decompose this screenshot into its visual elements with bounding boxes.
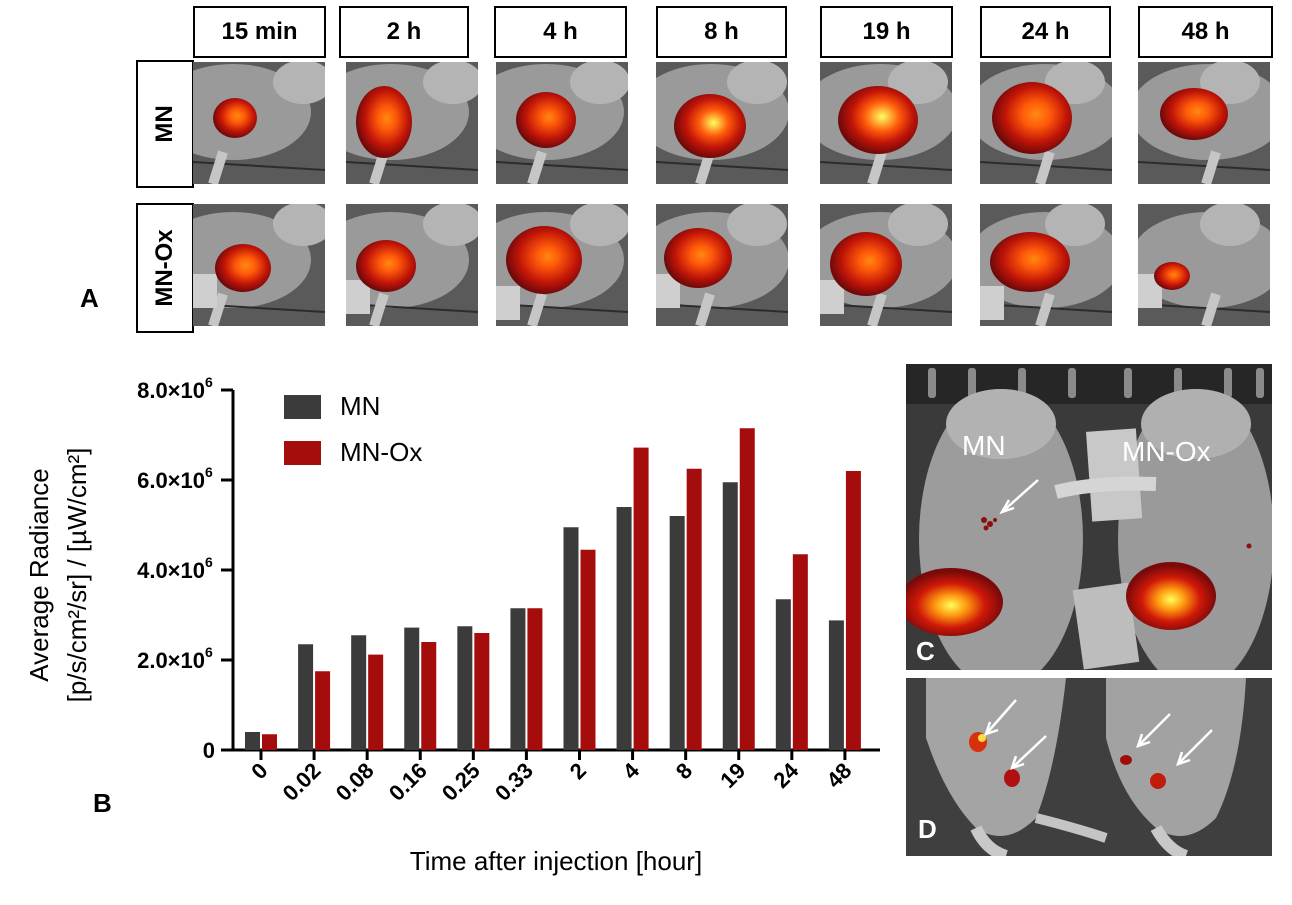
x-axis-label: Time after injection [hour] [410, 846, 702, 876]
thumbnail-mn-ox-2 [496, 204, 628, 326]
time-label-8h: 8 h [656, 6, 787, 58]
bar-mn-ox-0.02 [315, 671, 331, 750]
panel-letter-d: D [918, 814, 937, 844]
bar-mn-ox-24 [792, 554, 808, 750]
x-tick-label: 0.08 [331, 758, 379, 806]
x-tick-label: 8 [671, 758, 697, 784]
thumbnail-mn-ox-1 [346, 204, 478, 326]
x-tick-label: 0.33 [490, 758, 538, 806]
x-tick-label: 0.16 [384, 758, 432, 806]
bar-mn-19 [722, 482, 738, 750]
time-label-4h: 4 h [494, 6, 627, 58]
thumbnail-mn-3 [656, 62, 788, 184]
y-axis-label-line1: Average Radiance [24, 468, 54, 681]
legend-swatch-mn [284, 395, 321, 419]
time-label-2h: 2 h [339, 6, 469, 58]
bar-mn-0.08 [351, 635, 367, 750]
bar-mn-ox-0.33 [527, 608, 543, 750]
bar-mn-ox-0.08 [368, 654, 384, 750]
bar-mn-24 [775, 599, 791, 750]
y-tick-exponent: 6 [205, 554, 213, 570]
y-tick-label: 2.0×10 [137, 648, 205, 673]
mice-ventral-photo [906, 678, 1272, 856]
x-tick-label: 48 [821, 758, 856, 793]
y-tick-label: 6.0×10 [137, 468, 205, 493]
y-tick-label: 4.0×10 [137, 558, 205, 583]
y-tick-label: 8.0×10 [137, 378, 205, 403]
x-tick-label: 2 [565, 758, 591, 784]
x-tick-label: 24 [768, 757, 804, 793]
thumbnail-mn-6 [1138, 62, 1270, 184]
legend-swatch-mn-ox [284, 441, 321, 465]
thumbnail-mn-0 [193, 62, 325, 184]
x-tick-label: 0.02 [278, 758, 326, 806]
thumbnail-mn-ox-6 [1138, 204, 1270, 326]
legend-label-mn: MN [340, 391, 380, 421]
bar-mn-0.25 [457, 626, 473, 750]
bar-mn-ox-0.16 [421, 642, 437, 750]
bar-mn-ox-48 [845, 471, 861, 750]
time-label-48h: 48 h [1138, 6, 1273, 58]
thumbnail-mn-5 [980, 62, 1112, 184]
y-tick-exponent: 6 [205, 374, 213, 390]
panel-c-label-mn: MN [962, 430, 1006, 461]
y-tick-exponent: 6 [205, 644, 213, 660]
legend-label-mn-ox: MN-Ox [340, 437, 422, 467]
bar-mn-8 [669, 516, 685, 750]
bar-mn-ox-8 [686, 468, 702, 750]
y-axis-label-line2: [p/s/cm²/sr] / [µW/cm²] [62, 448, 92, 703]
bar-mn-4 [616, 507, 632, 750]
x-tick-label: 19 [715, 758, 750, 793]
x-tick-label: 4 [618, 757, 645, 784]
panel-letter-b: B [93, 788, 112, 818]
y-tick-label: 0 [203, 738, 215, 763]
bar-mn-0.16 [404, 627, 420, 750]
thumbnail-mn-ox-3 [656, 204, 788, 326]
bar-mn-2 [563, 527, 579, 750]
thumbnail-mn-4 [820, 62, 952, 184]
panel-d-photo: D [906, 678, 1272, 856]
thumbnail-mn-2 [496, 62, 628, 184]
row-label-mn: MN [136, 60, 194, 188]
row-label-mn-ox: MN-Ox [136, 203, 194, 333]
thumbnail-mn-ox-4 [820, 204, 952, 326]
time-label-24h: 24 h [980, 6, 1111, 58]
mice-dorsal-photo [906, 364, 1272, 670]
bar-mn-48 [828, 620, 844, 750]
bar-mn-ox-0 [262, 734, 277, 750]
thumbnail-mn-ox-0 [193, 204, 325, 326]
x-tick-label: 0.25 [437, 758, 485, 806]
panel-c-label-mn-ox: MN-Ox [1122, 436, 1211, 467]
y-tick-exponent: 6 [205, 464, 213, 480]
time-label-19h: 19 h [820, 6, 953, 58]
panel-letter-c: C [916, 636, 935, 666]
thumbnail-mn-1 [346, 62, 478, 184]
thumbnail-mn-ox-5 [980, 204, 1112, 326]
bar-mn-ox-4 [633, 447, 649, 750]
bar-mn-0.02 [298, 644, 314, 750]
bar-mn-0.33 [510, 608, 526, 750]
panel-letter-a: A [80, 283, 99, 313]
panel-c-photo: MN MN-Ox C [906, 364, 1272, 670]
time-label-15min: 15 min [193, 6, 326, 58]
radiance-bar-chart: 02.0×10 64.0×10 66.0×10 68.0×10 60 0.02 0.08 0.… [24, 374, 880, 876]
bar-mn-ox-19 [739, 428, 755, 750]
bar-mn-0 [245, 732, 260, 750]
bar-mn-ox-0.25 [474, 633, 490, 750]
bar-mn-ox-2 [580, 549, 596, 750]
x-tick-label: 0 [246, 758, 272, 784]
